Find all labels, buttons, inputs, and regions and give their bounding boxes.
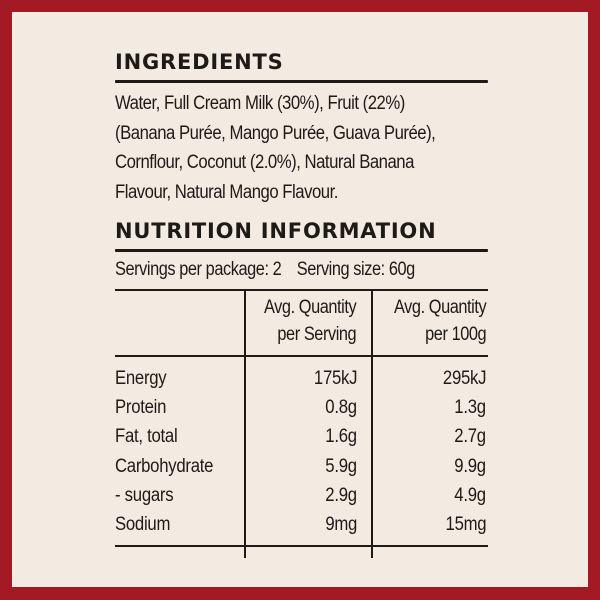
value-per-100g: 2.7g [454,426,487,448]
column-header-line: per Serving [277,324,356,345]
table-row: Fat, total 1.6g 2.7g [115,422,488,451]
label-panel: INGREDIENTS Water, Full Cream Milk (30%)… [12,12,588,587]
value-per-serving: 1.6g [325,426,358,448]
value-per-serving: 2.9g [325,484,358,506]
table-row: Protein 0.8g 1.3g [115,393,488,422]
nutrient-label: Sodium [115,513,171,535]
ingredients-rule [115,80,488,83]
table-row: Energy 175kJ 295kJ [115,364,488,393]
nutrition-table-body: Energy 175kJ 295kJ Protein 0.8g 1.3g Fat… [115,364,488,539]
table-column-divider [371,290,373,558]
nutrient-label: Carbohydrate [115,455,214,477]
table-row: Sodium 9mg 15mg [115,510,488,539]
ingredients-line: Cornflour, Coconut (2.0%), Natural Banan… [115,152,414,173]
column-header-line: per 100g [424,324,487,345]
value-per-100g: 295kJ [442,368,487,389]
ingredients-line: Water, Full Cream Milk (30%), Fruit (22%… [115,93,405,114]
nutrient-label: - sugars [115,484,174,506]
servings-per-package: Servings per package: 2 [115,259,282,280]
value-per-100g: 15mg [445,513,486,535]
value-per-100g: 4.9g [454,484,487,506]
table-header-rule [115,355,488,357]
value-per-serving: 9mg [325,513,357,535]
nutrition-heading: NUTRITION INFORMATION [115,219,437,243]
column-header-per-100g: Avg. Quantity per 100g [379,294,487,348]
ingredients-line: (Banana Purée, Mango Purée, Guava Purée)… [115,122,436,144]
ingredients-heading: INGREDIENTS [115,50,284,74]
column-header-per-serving: Avg. Quantity per Serving [249,294,357,348]
serving-size: Serving size: 60g [296,259,415,280]
value-per-100g: 9.9g [454,455,487,477]
table-column-divider [244,290,246,558]
table-row: - sugars 2.9g 4.9g [115,481,488,510]
servings-info: Servings per package: 2 Serving size: 60g [115,257,415,283]
nutrition-rule [115,249,488,252]
value-per-serving: 0.8g [325,397,358,419]
column-header-line: Avg. Quantity [393,297,487,318]
value-per-serving: 175kJ [313,368,358,389]
ingredients-line: Flavour, Natural Mango Flavour. [115,181,338,203]
ingredients-list: Water, Full Cream Milk (30%), Fruit (22%… [115,89,495,207]
column-header-line: Avg. Quantity [263,297,357,318]
nutrient-label: Fat, total [115,426,178,448]
table-row: Carbohydrate 5.9g 9.9g [115,452,488,481]
nutrient-label: Protein [115,397,167,419]
value-per-100g: 1.3g [454,397,487,419]
table-bottom-rule [115,545,488,547]
table-top-rule [115,289,488,291]
value-per-serving: 5.9g [325,455,358,477]
nutrient-label: Energy [115,368,167,389]
